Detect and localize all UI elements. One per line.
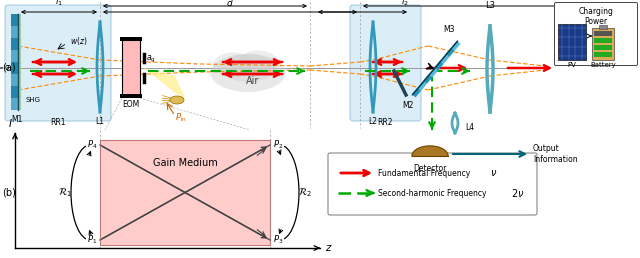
Polygon shape bbox=[429, 67, 438, 77]
Bar bbox=[594, 52, 612, 57]
Text: $f_1$: $f_1$ bbox=[201, 0, 209, 2]
Text: M3: M3 bbox=[443, 26, 454, 35]
Text: $\nu$: $\nu$ bbox=[490, 168, 497, 178]
Text: $I$: $I$ bbox=[8, 117, 13, 129]
Bar bbox=[120, 37, 142, 41]
Text: $\mathcal{R}_2$: $\mathcal{R}_2$ bbox=[298, 186, 312, 199]
Bar bbox=[594, 45, 612, 50]
Ellipse shape bbox=[238, 51, 278, 76]
Bar bbox=[599, 25, 607, 29]
Text: $\mathcal{R}_1$: $\mathcal{R}_1$ bbox=[58, 186, 72, 199]
Text: Output
Information: Output Information bbox=[533, 144, 578, 164]
Polygon shape bbox=[434, 61, 444, 71]
Text: Air: Air bbox=[246, 76, 260, 86]
Text: RR1: RR1 bbox=[51, 118, 66, 127]
Ellipse shape bbox=[221, 54, 275, 82]
Bar bbox=[11, 62, 18, 74]
Bar bbox=[11, 14, 18, 26]
Text: $2\nu$: $2\nu$ bbox=[511, 187, 524, 199]
Text: Fundamental Frequency: Fundamental Frequency bbox=[378, 168, 472, 178]
Text: (b): (b) bbox=[2, 188, 16, 198]
Text: L1: L1 bbox=[95, 117, 104, 126]
Ellipse shape bbox=[213, 52, 253, 77]
Bar bbox=[11, 38, 18, 50]
Polygon shape bbox=[144, 68, 185, 98]
Text: $P_1$: $P_1$ bbox=[87, 234, 97, 246]
Bar bbox=[11, 26, 18, 38]
Text: M1: M1 bbox=[12, 115, 22, 124]
Polygon shape bbox=[423, 74, 433, 84]
Text: L2: L2 bbox=[369, 117, 378, 126]
Bar bbox=[120, 94, 142, 98]
Text: $P_{\rm in}$: $P_{\rm in}$ bbox=[175, 112, 187, 124]
Text: L4: L4 bbox=[465, 124, 474, 133]
Text: EOM: EOM bbox=[122, 100, 140, 109]
Text: Second-harmonic Frequency: Second-harmonic Frequency bbox=[378, 189, 489, 198]
Bar bbox=[18, 14, 21, 110]
Bar bbox=[594, 38, 612, 43]
Bar bbox=[594, 31, 612, 36]
Text: $P_3$: $P_3$ bbox=[273, 234, 284, 246]
Text: PV: PV bbox=[568, 62, 577, 68]
Text: $d$: $d$ bbox=[226, 0, 234, 8]
Text: $P_2$: $P_2$ bbox=[273, 139, 284, 151]
Text: $z$: $z$ bbox=[325, 243, 333, 253]
Text: M2: M2 bbox=[402, 101, 413, 110]
FancyBboxPatch shape bbox=[328, 153, 537, 215]
Polygon shape bbox=[417, 81, 427, 91]
Text: $a_{\rm g}$: $a_{\rm g}$ bbox=[146, 53, 156, 64]
Polygon shape bbox=[445, 47, 455, 57]
Text: RR2: RR2 bbox=[377, 118, 393, 127]
Text: $z\!=\!0$: $z\!=\!0$ bbox=[0, 63, 10, 72]
FancyBboxPatch shape bbox=[350, 5, 421, 121]
Text: $l_2$: $l_2$ bbox=[401, 0, 409, 8]
Text: (a): (a) bbox=[2, 63, 15, 73]
Bar bbox=[122, 40, 140, 95]
Bar bbox=[592, 28, 614, 60]
Bar bbox=[558, 24, 586, 60]
Ellipse shape bbox=[211, 54, 285, 92]
Bar bbox=[11, 98, 18, 110]
Text: Battery: Battery bbox=[590, 62, 616, 68]
Text: $l_1$: $l_1$ bbox=[55, 0, 63, 8]
FancyBboxPatch shape bbox=[5, 5, 111, 121]
Text: SHG: SHG bbox=[26, 97, 41, 103]
Polygon shape bbox=[412, 146, 448, 156]
Bar bbox=[11, 86, 18, 98]
Text: Charging
Power: Charging Power bbox=[579, 7, 613, 26]
Text: $P_4$: $P_4$ bbox=[86, 139, 97, 151]
Bar bbox=[11, 74, 18, 86]
Text: Detector: Detector bbox=[413, 164, 447, 173]
Ellipse shape bbox=[170, 96, 184, 104]
Polygon shape bbox=[440, 54, 449, 64]
Text: Gain Medium: Gain Medium bbox=[152, 158, 218, 168]
Text: $w(z)$: $w(z)$ bbox=[70, 35, 88, 47]
FancyBboxPatch shape bbox=[554, 3, 637, 66]
Bar bbox=[11, 50, 18, 62]
Polygon shape bbox=[412, 87, 421, 97]
Polygon shape bbox=[451, 41, 461, 51]
Bar bbox=[100, 140, 270, 245]
Text: L3: L3 bbox=[485, 1, 495, 10]
Text: $f_2$: $f_2$ bbox=[364, 0, 372, 2]
